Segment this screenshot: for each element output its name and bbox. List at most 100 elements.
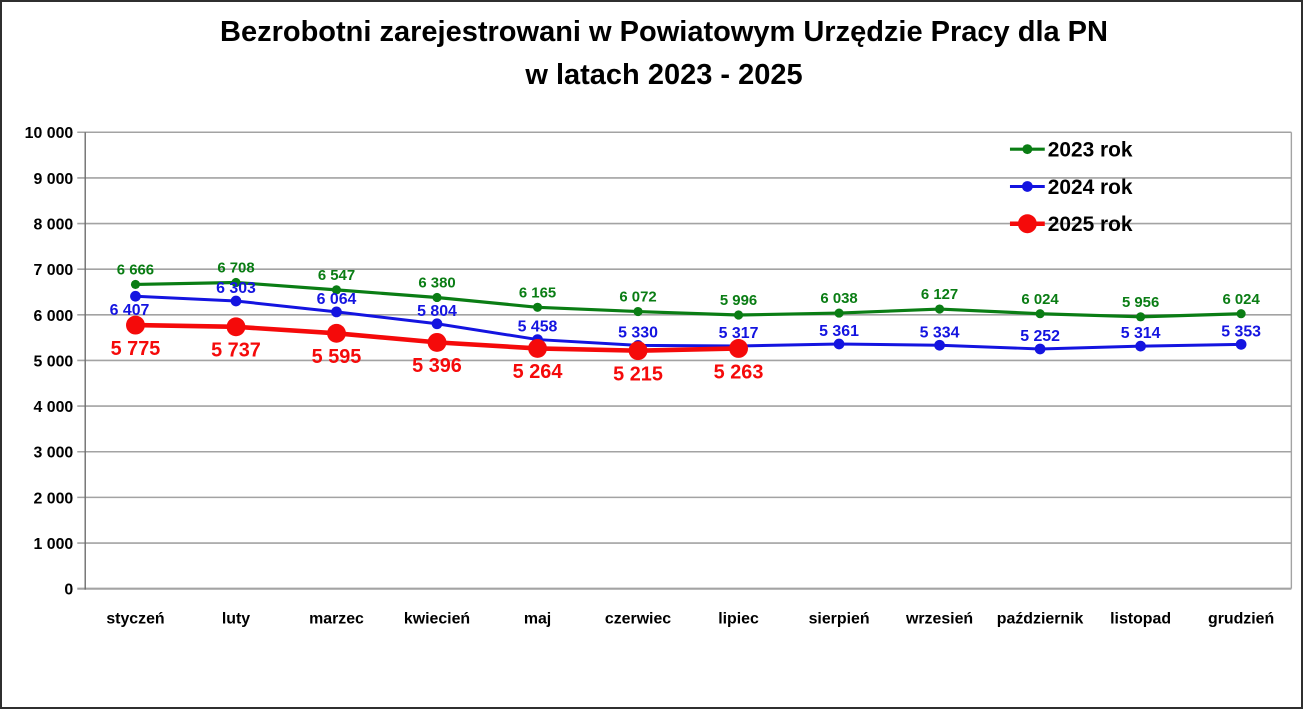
series-2023-rok: 6 666 6 708 6 547 6 380 6 165 6 072 5 996 6 038… [117, 261, 1260, 322]
y-axis-tick-label: 1 000 [34, 536, 74, 553]
data-label: 6 165 [519, 285, 556, 301]
data-point [231, 277, 241, 288]
y-axis-tick-label: 5 000 [34, 353, 74, 370]
data-label: 5 334 [920, 324, 960, 341]
data-point [1034, 343, 1046, 355]
data-point [130, 290, 141, 302]
legend-item-2025-rok: 2025 rok [1009, 213, 1133, 236]
data-point [834, 308, 844, 318]
chart-title: Bezrobotni zarejestrowani w Powiatowym U… [27, 11, 1301, 97]
data-point [633, 306, 643, 317]
y-axis-tick-label: 3 000 [34, 445, 74, 462]
series-line [133, 280, 1243, 319]
y-axis-tick-label: 6 000 [34, 308, 74, 325]
data-point [427, 332, 447, 352]
data-label: 5 317 [719, 325, 759, 342]
legend-marker [1022, 144, 1033, 155]
data-point [431, 318, 443, 330]
data-label: 6 064 [317, 291, 357, 308]
x-axis-month-label: styczeń [106, 610, 164, 627]
data-label: 6 024 [1021, 292, 1059, 308]
data-point [934, 339, 945, 351]
data-label: 5 263 [714, 361, 764, 383]
x-axis-month-label: wrzesień [905, 610, 973, 627]
data-label: 6 407 [110, 302, 150, 319]
data-point [532, 302, 543, 312]
data-label: 5 996 [720, 293, 757, 309]
data-label: 6 038 [820, 291, 857, 307]
data-point [331, 306, 342, 318]
data-point [331, 285, 342, 295]
series-2024-rok: 6 407 6 303 6 064 5 804 5 458 5 330 5 317 5 361… [110, 280, 1261, 355]
data-point [226, 317, 246, 337]
data-label: 5 264 [513, 361, 563, 383]
data-point [628, 341, 648, 361]
y-axis-tick-label: 7 000 [34, 262, 74, 279]
data-point [934, 304, 945, 314]
data-label: 6 666 [117, 262, 154, 278]
data-label: 5 396 [412, 355, 462, 377]
data-label: 5 314 [1121, 325, 1161, 342]
data-point [1236, 309, 1246, 319]
series-line [133, 294, 1243, 351]
data-point [327, 323, 346, 343]
legend-label: 2024 rok [1048, 176, 1133, 199]
data-label: 5 737 [211, 340, 261, 362]
data-label: 5 353 [1221, 323, 1261, 340]
data-label: 6 072 [619, 290, 656, 306]
legend-marker [1017, 214, 1037, 234]
data-label: 5 215 [613, 363, 663, 385]
legend-item-2024-rok: 2024 rok [1009, 176, 1133, 199]
y-axis-tick-label: 8 000 [34, 217, 74, 234]
data-point [130, 279, 141, 290]
legend-marker [1021, 181, 1033, 192]
data-label: 5 956 [1122, 295, 1159, 311]
data-label: 6 380 [418, 276, 455, 292]
x-axis-month-label: maj [524, 610, 551, 627]
data-label: 6 024 [1222, 292, 1260, 308]
data-label: 6 303 [216, 280, 256, 297]
data-label: 5 252 [1020, 328, 1060, 345]
data-point [432, 292, 442, 303]
data-label: 6 127 [921, 287, 958, 303]
legend-label: 2025 rok [1048, 213, 1133, 236]
chart-title-line2: w latach 2023 - 2025 [525, 59, 803, 91]
y-axis-tick-label: 0 [64, 582, 73, 599]
data-label: 5 458 [518, 319, 558, 336]
y-axis-tick-label: 9 000 [34, 171, 74, 188]
data-point [1136, 312, 1146, 322]
data-point [126, 315, 145, 335]
y-axis-tick-label: 10 000 [25, 125, 74, 142]
data-point [729, 339, 748, 358]
data-label: 5 330 [618, 324, 658, 341]
data-point [833, 338, 845, 350]
x-axis-month-label: sierpień [809, 610, 870, 627]
x-axis-month-label: luty [222, 610, 250, 627]
data-label: 5 775 [111, 338, 161, 360]
chart-title-line1: Bezrobotni zarejestrowani w Powiatowym U… [220, 16, 1108, 48]
data-point [1235, 338, 1247, 350]
data-label: 5 361 [819, 323, 859, 340]
data-point [528, 338, 547, 358]
data-point [733, 310, 744, 320]
data-point [1035, 309, 1045, 319]
y-axis-tick-label: 4 000 [34, 399, 74, 416]
x-axis-month-label: czerwiec [605, 610, 671, 627]
data-point [230, 295, 242, 307]
legend-item-2023-rok: 2023 rok [1009, 139, 1133, 162]
series-2025-rok: 5 775 5 737 5 595 5 396 5 264 5 215 5 263 [111, 315, 764, 385]
x-axis-month-label: marzec [309, 610, 364, 627]
x-axis-month-label: listopad [1110, 610, 1171, 627]
x-axis-month-label: październik [997, 610, 1084, 627]
x-axis-month-label: kwiecień [404, 610, 470, 627]
x-axis-month-label: grudzień [1208, 610, 1274, 627]
y-axis-tick-label: 2 000 [34, 490, 74, 507]
data-point [1135, 340, 1146, 352]
data-label: 5 804 [417, 303, 457, 320]
data-label: 6 708 [217, 261, 254, 277]
legend-label: 2023 rok [1048, 139, 1133, 162]
data-label: 6 547 [318, 268, 355, 284]
x-axis-month-label: lipiec [718, 610, 759, 627]
